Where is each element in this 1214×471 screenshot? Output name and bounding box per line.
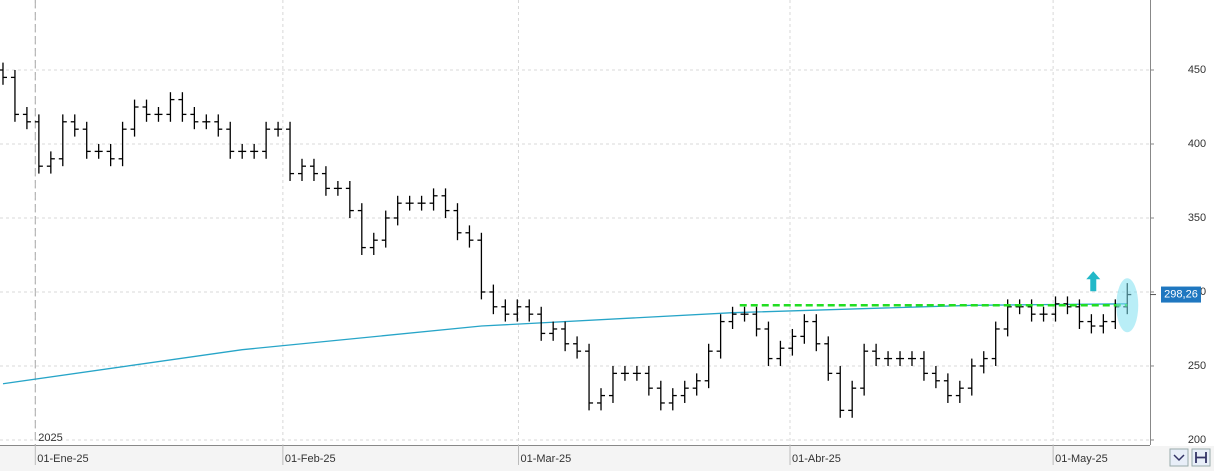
collapse-button[interactable] — [1169, 448, 1189, 467]
y-tick-label: 250 — [1188, 360, 1206, 372]
x-axis-strip — [0, 446, 1214, 471]
y-tick-label: 350 — [1188, 212, 1206, 224]
toolbar — [1169, 448, 1211, 467]
last-price-label: 298,26 — [1164, 288, 1198, 300]
last-price-box — [1161, 286, 1201, 303]
ohlc-bars — [0, 62, 1132, 418]
x-tick-label: 01-Mar-25 — [520, 453, 571, 465]
year-label: 2025 — [38, 432, 62, 444]
horizontal-scale-icon — [1195, 452, 1207, 463]
x-tick-label: 01-May-25 — [1055, 453, 1108, 465]
x-tick-label: 01-Abr-25 — [792, 453, 841, 465]
y-tick-label: 400 — [1188, 138, 1206, 150]
breakout-highlight — [1116, 278, 1139, 333]
x-tick-label: 01-Feb-25 — [285, 453, 336, 465]
y-tick-label: 200 — [1188, 434, 1206, 446]
collapse-icon — [1173, 454, 1185, 462]
y-tick-label: 450 — [1188, 64, 1206, 76]
x-tick-label: 01-Ene-25 — [37, 453, 88, 465]
breakout-arrow — [1086, 271, 1101, 292]
